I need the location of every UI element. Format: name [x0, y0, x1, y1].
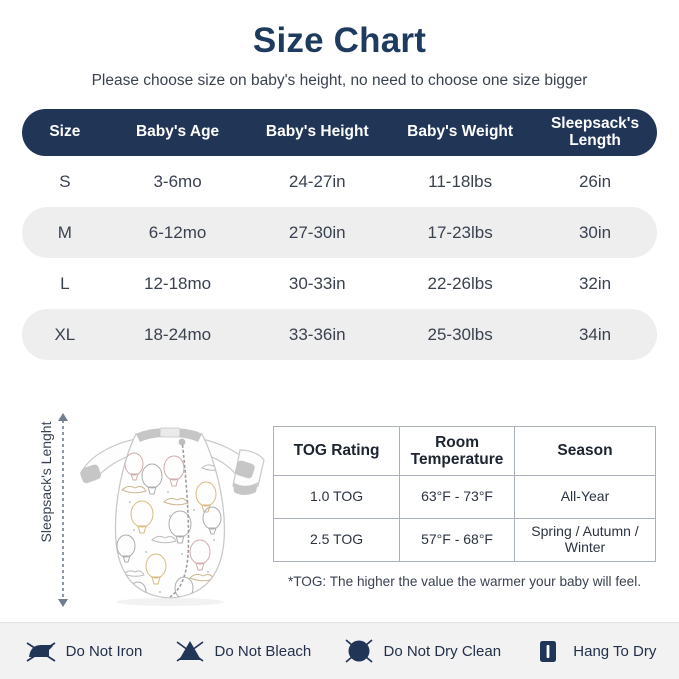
table-row: 1.0 TOG 63°F - 73°F All-Year — [272, 475, 657, 519]
tog-table-wrapper: TOG Rating Room Temperature Season 1.0 T… — [272, 426, 657, 590]
page-title: Size Chart — [252, 21, 427, 60]
column-header-length: Sleepsack's Length — [550, 115, 640, 149]
table-row: 2.5 TOG 57°F - 68°F Spring / Autumn / Wi… — [272, 518, 657, 562]
column-header-size: Size — [49, 123, 81, 141]
cell-length: 34in — [578, 324, 612, 344]
tog-header-row: TOG Rating Room Temperature Season — [272, 426, 657, 476]
cell-age: 12-18mo — [144, 273, 212, 293]
cell-age: 3-6mo — [153, 171, 202, 191]
care-label: Do Not Dry Clean — [383, 642, 502, 660]
cell-length: 32in — [578, 273, 612, 293]
care-item-hang-to-dry: Hang To Dry — [530, 633, 656, 669]
do-not-dry-clean-icon — [344, 639, 373, 663]
column-header-height: Baby's Height — [265, 123, 369, 141]
cell-weight: 11-18lbs — [428, 171, 493, 191]
cell-age: 6-12mo — [148, 222, 207, 242]
care-label: Do Not Bleach — [214, 642, 312, 660]
cell-weight: 17-23lbs — [427, 222, 493, 242]
tog-cell-rating: 2.5 TOG — [272, 518, 401, 562]
tog-cell-rating: 1.0 TOG — [272, 475, 401, 519]
column-header-age: Baby's Age — [135, 123, 220, 141]
cell-size: M — [57, 222, 72, 242]
sleepsack-length-measure: Sleepsack's Lenght — [18, 413, 74, 607]
do-not-iron-icon — [26, 642, 56, 662]
care-instructions-strip: Do Not Iron Do Not Bleach Do Not Dry Cle… — [0, 622, 679, 679]
cell-weight: 25-30lbs — [427, 324, 493, 344]
tog-column-header-temperature: Room Temperature — [399, 426, 515, 476]
care-label: Hang To Dry — [573, 642, 657, 660]
tog-cell-season: All-Year — [513, 475, 657, 519]
tog-table: TOG Rating Room Temperature Season 1.0 T… — [272, 426, 657, 562]
column-header-weight: Baby's Weight — [407, 123, 514, 141]
table-row: M 6-12mo 27-30in 17-23lbs 30in — [22, 207, 657, 259]
tog-column-header-season: Season — [513, 426, 657, 476]
tog-column-header-rating: TOG Rating — [272, 426, 401, 476]
cell-size: XL — [54, 324, 76, 344]
cell-size: S — [59, 171, 71, 191]
cell-weight: 22-26lbs — [427, 273, 493, 293]
table-row: S 3-6mo 24-27in 11-18lbs 26in — [22, 156, 657, 207]
size-table-header-row: Size Baby's Age Baby's Height Baby's Wei… — [22, 109, 657, 157]
care-label: Do Not Iron — [65, 642, 143, 660]
table-row: L 12-18mo 30-33in 22-26lbs 32in — [22, 258, 657, 309]
lower-section: Sleepsack's Lenght — [0, 398, 679, 620]
care-item-do-not-dry-clean: Do Not Dry Clean — [341, 633, 502, 669]
measure-label: Sleepsack's Lenght — [38, 421, 54, 543]
cell-length: 30in — [578, 222, 612, 242]
tog-cell-season: Spring / Autumn / Winter — [513, 518, 657, 562]
cell-age: 18-24mo — [144, 324, 212, 344]
sleepsack-illustration — [80, 427, 265, 606]
product-image — [64, 406, 276, 611]
care-item-do-not-iron: Do Not Iron — [23, 633, 143, 669]
double-arrow-icon — [58, 413, 68, 607]
do-not-bleach-icon — [176, 641, 204, 662]
hang-to-dry-icon — [540, 641, 557, 662]
care-item-do-not-bleach: Do Not Bleach — [172, 633, 312, 669]
tog-cell-temperature: 57°F - 68°F — [399, 518, 515, 562]
header-block: Size Chart Please choose size on baby's … — [0, 0, 679, 90]
cell-size: L — [60, 273, 70, 293]
page-subtitle: Please choose size on baby's height, no … — [91, 71, 588, 89]
cell-height: 30-33in — [288, 273, 346, 293]
cell-length: 26in — [578, 171, 612, 191]
cell-height: 33-36in — [288, 324, 346, 344]
tog-note: *TOG: The higher the value the warmer yo… — [287, 574, 642, 589]
tog-cell-temperature: 63°F - 73°F — [399, 475, 515, 519]
size-table: Size Baby's Age Baby's Height Baby's Wei… — [22, 109, 657, 361]
cell-height: 27-30in — [288, 222, 346, 242]
cell-height: 24-27in — [288, 171, 346, 191]
table-row: XL 18-24mo 33-36in 25-30lbs 34in — [22, 309, 657, 361]
